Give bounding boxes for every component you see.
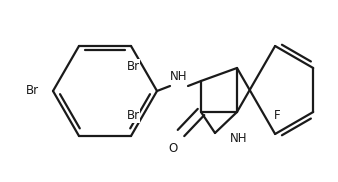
Text: Br: Br bbox=[126, 109, 140, 122]
Text: Br: Br bbox=[126, 60, 140, 73]
Text: NH: NH bbox=[230, 132, 247, 145]
Text: F: F bbox=[274, 109, 281, 122]
Text: Br: Br bbox=[26, 84, 39, 98]
Text: O: O bbox=[168, 142, 178, 155]
Text: NH: NH bbox=[170, 70, 188, 83]
